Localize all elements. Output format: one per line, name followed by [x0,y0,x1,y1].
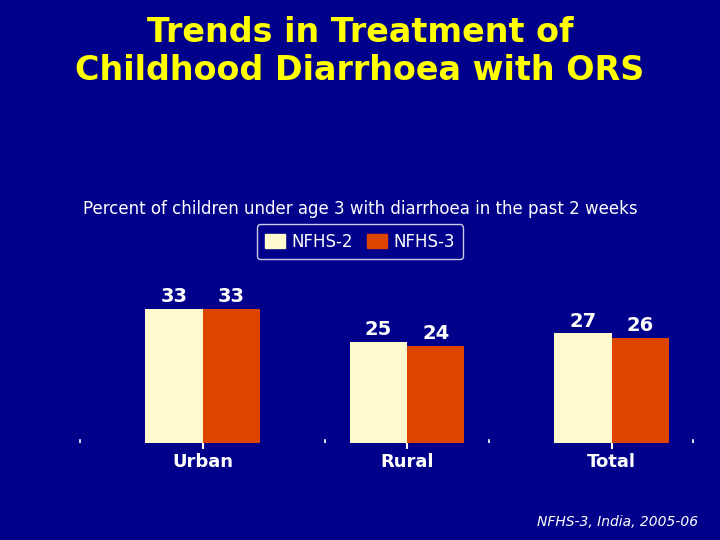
Bar [350,342,407,443]
Text: 26: 26 [626,316,654,335]
Bar [202,309,260,443]
Text: 24: 24 [422,324,449,343]
Text: 33: 33 [217,287,245,306]
Bar [407,346,464,443]
Bar [554,333,612,443]
Text: Trends in Treatment of
Childhood Diarrhoea with ORS: Trends in Treatment of Childhood Diarrho… [76,16,644,87]
Text: 33: 33 [161,287,187,306]
Bar [145,309,202,443]
Legend: NFHS-2, NFHS-3: NFHS-2, NFHS-3 [257,224,463,259]
Text: 25: 25 [365,320,392,339]
Text: Percent of children under age 3 with diarrhoea in the past 2 weeks: Percent of children under age 3 with dia… [83,200,637,218]
Text: NFHS-3, India, 2005-06: NFHS-3, India, 2005-06 [537,515,698,529]
Bar [612,338,669,443]
Text: 27: 27 [570,312,597,330]
